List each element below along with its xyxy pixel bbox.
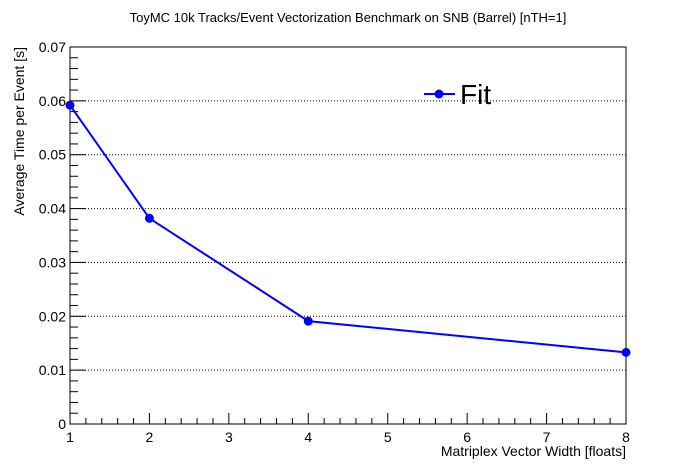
plot-frame (69, 46, 627, 425)
x-tick-label: 3 (225, 429, 233, 445)
y-tick-label: 0.03 (39, 254, 66, 270)
series-layer (65, 100, 631, 357)
legend-marker (434, 89, 444, 99)
y-tick-label: 0 (58, 416, 66, 432)
x-tick-label: 8 (622, 429, 630, 445)
x-tick-label: 2 (146, 429, 154, 445)
y-tick-label: 0.06 (39, 93, 66, 109)
data-point (621, 347, 631, 357)
y-axis-label: Average Time per Event [s] (11, 47, 27, 216)
y-tick-label: 0.01 (39, 362, 66, 378)
data-point (144, 213, 154, 223)
x-tick-label: 1 (66, 429, 74, 445)
series-line (69, 104, 627, 354)
y-tick-label: 0.05 (39, 147, 66, 163)
y-tick-label: 0.07 (39, 39, 66, 55)
axis-ticks: 0 0.01 0.02 0.03 0.04 0.05 0.06 0.07 1 2 3 4 5 6 7 8 (39, 39, 630, 445)
y-tick-label: 0.04 (39, 201, 66, 217)
chart-title: ToyMC 10k Tracks/Event Vectorization Ben… (130, 10, 567, 25)
x-tick-label: 7 (543, 429, 551, 445)
data-point (65, 100, 75, 110)
x-axis-label: Matriplex Vector Width [floats] (441, 443, 626, 459)
grid-lines (70, 100, 626, 371)
y-tick-label: 0.02 (39, 308, 66, 324)
x-tick-label: 6 (463, 429, 471, 445)
legend-label: Fit (460, 79, 491, 110)
x-tick-label: 4 (304, 429, 312, 445)
x-tick-label: 5 (384, 429, 392, 445)
legend: Fit (424, 79, 491, 110)
data-point (303, 316, 313, 326)
